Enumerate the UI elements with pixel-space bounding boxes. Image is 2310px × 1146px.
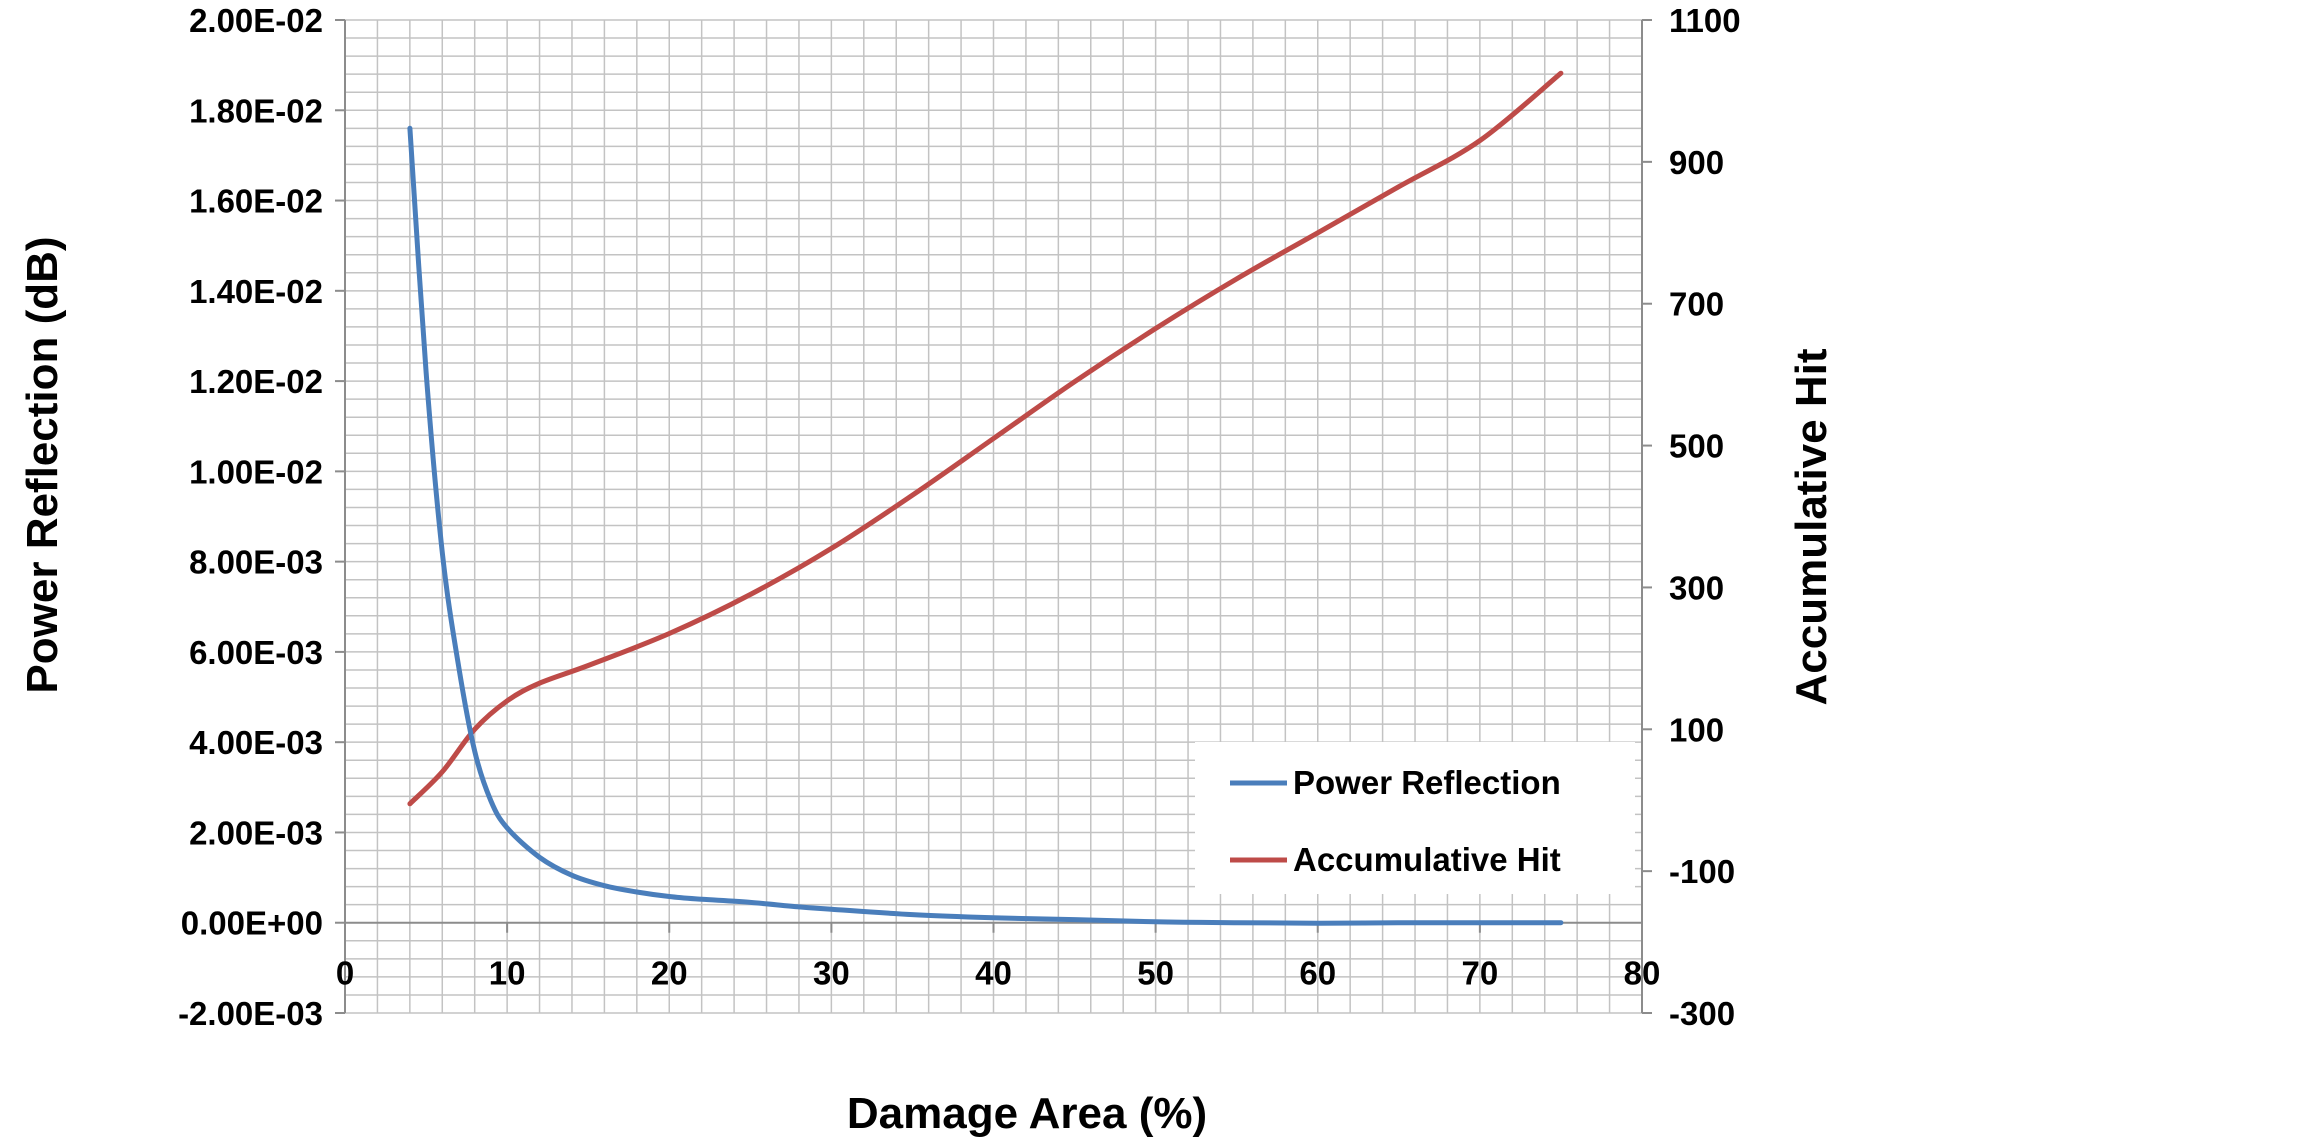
legend-label-power-reflection: Power Reflection xyxy=(1293,764,1561,801)
right-y-tick-label: 100 xyxy=(1669,711,1724,748)
x-axis-title: Damage Area (%) xyxy=(847,1089,1207,1138)
series-lines xyxy=(407,70,1564,926)
legend-background xyxy=(1195,742,1635,894)
left-y-tick-label: 1.80E-02 xyxy=(189,92,323,129)
x-tick-label: 80 xyxy=(1624,955,1661,992)
left-y-tick-label: -2.00E-03 xyxy=(178,995,323,1032)
left-y-tick-label: 8.00E-03 xyxy=(189,544,323,581)
left-y-axis-title: Power Reflection (dB) xyxy=(18,236,67,693)
series-line-power-reflection xyxy=(407,125,1564,926)
right-y-tick-label: -100 xyxy=(1669,853,1735,890)
x-tick-label: 40 xyxy=(975,955,1012,992)
x-tick-label: 0 xyxy=(336,955,354,992)
series-line-accumulative-hit xyxy=(407,70,1564,807)
left-y-tick-label: 2.00E-03 xyxy=(189,814,323,851)
grid xyxy=(344,19,1643,1014)
left-y-tick-label: 1.20E-02 xyxy=(189,363,323,400)
left-y-tick-label: 1.60E-02 xyxy=(189,183,323,220)
x-tick-label: 60 xyxy=(1299,955,1336,992)
x-tick-label: 20 xyxy=(651,955,688,992)
legend: Power Reflection Accumulative Hit xyxy=(1195,742,1635,894)
left-y-tick-label: 4.00E-03 xyxy=(189,724,323,761)
x-tick-label: 10 xyxy=(489,955,526,992)
x-tick-label: 30 xyxy=(813,955,850,992)
right-y-tick-label: 300 xyxy=(1669,569,1724,606)
tick-labels: 2.00E-02 1.80E-02 1.60E-02 1.40E-02 1.20E-02… xyxy=(178,2,1741,1032)
left-y-tick-label: 0.00E+00 xyxy=(181,905,323,942)
right-y-tick-label: 500 xyxy=(1669,428,1724,465)
x-tick-label: 50 xyxy=(1137,955,1174,992)
left-y-tick-label: 1.40E-02 xyxy=(189,273,323,310)
right-y-tick-label: 1100 xyxy=(1669,2,1741,39)
left-y-tick-label: 6.00E-03 xyxy=(189,634,323,671)
left-y-tick-label: 2.00E-02 xyxy=(189,2,323,39)
right-y-tick-label: 900 xyxy=(1669,144,1724,181)
right-y-tick-label: 700 xyxy=(1669,286,1724,323)
x-tick-label: 70 xyxy=(1462,955,1499,992)
right-y-tick-label: -300 xyxy=(1669,995,1735,1032)
right-y-axis-title: Accumulative Hit xyxy=(1787,348,1836,705)
legend-label-accumulative-hit: Accumulative Hit xyxy=(1293,841,1561,878)
left-y-tick-label: 1.00E-02 xyxy=(189,453,323,490)
